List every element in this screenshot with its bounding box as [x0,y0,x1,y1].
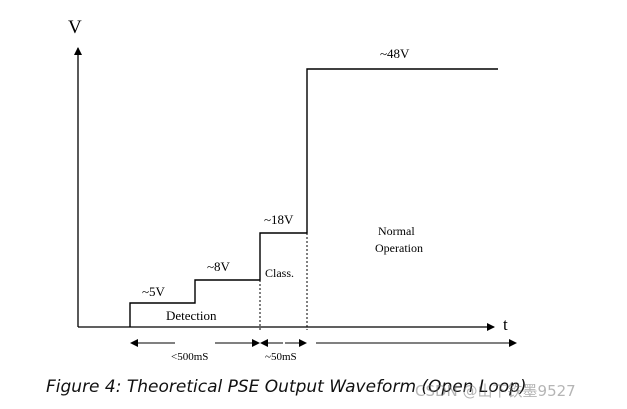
region-label-classification: Class. [265,266,294,280]
region-label-normal-line1: Normal [378,224,415,238]
region-label-normal-line2: Operation [375,241,423,255]
level-label-8v: ~8V [207,259,231,274]
y-axis-label: V [68,17,82,38]
level-label-5v: ~5V [142,284,166,299]
watermark: CSDN @山下铁墨9527 [415,382,576,400]
class-duration-label: ~50mS [265,351,297,363]
output-waveform [129,68,498,327]
detection-duration-label: <500mS [171,351,208,363]
level-label-18v: ~18V [264,212,294,227]
figure-caption: Figure 4: Theoretical PSE Output Wavefor… [46,377,527,397]
x-axis-label: t [503,315,508,334]
region-label-detection: Detection [166,308,217,323]
level-label-48v: ~48V [380,46,410,61]
